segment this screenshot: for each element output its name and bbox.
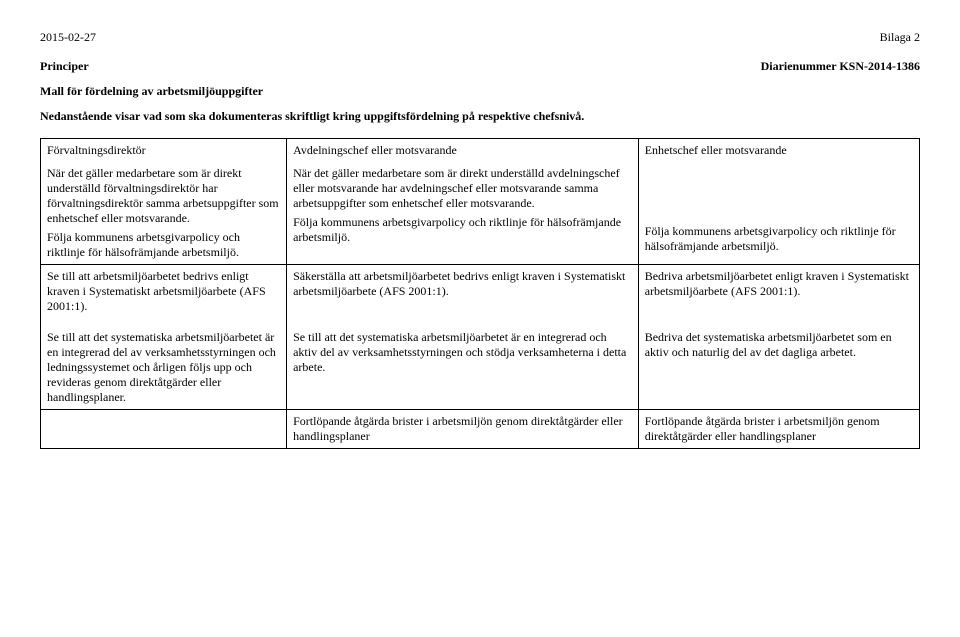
table-row: Se till att det systematiska arbetsmiljö… [41,318,920,410]
cell: Se till att det systematiska arbetsmiljö… [287,318,639,410]
cell: Säkerställa att arbetsmiljöarbetet bedri… [287,265,639,319]
page-heading: Principer [40,59,89,74]
date-text: 2015-02-27 [40,30,96,45]
table-row: När det gäller medarbetare som är direkt… [41,162,920,265]
spacer [645,322,913,330]
cell-text: När det gäller medarbetare som är direkt… [293,166,632,211]
col-header-1: Förvaltningsdirektör [41,139,287,163]
cell-text: Bedriva det systematiska arbetsmiljöarbe… [645,330,913,360]
table-row: Fortlöpande åtgärda brister i arbetsmilj… [41,410,920,449]
cell: När det gäller medarbetare som är direkt… [41,162,287,265]
cell: Bedriva det systematiska arbetsmiljöarbe… [638,318,919,410]
spacer [293,322,632,330]
responsibility-table: Förvaltningsdirektör Avdelningschef elle… [40,138,920,449]
cell-text: När det gäller medarbetare som är direkt… [47,166,280,226]
subtitle: Mall för fördelning av arbetsmiljöuppgif… [40,84,920,99]
cell-text: Följa kommunens arbetsgivarpolicy och ri… [293,215,632,245]
cell-text: Se till att det systematiska arbetsmiljö… [293,330,632,375]
cell: Se till att arbetsmiljöarbetet bedrivs e… [41,265,287,319]
spacer [645,166,913,224]
spacer [47,322,280,330]
table-row: Förvaltningsdirektör Avdelningschef elle… [41,139,920,163]
cell-text: Se till att det systematiska arbetsmiljö… [47,330,280,405]
cell-text: Följa kommunens arbetsgivarpolicy och ri… [47,230,280,260]
cell: Bedriva arbetsmiljöarbetet enligt kraven… [638,265,919,319]
cell: När det gäller medarbetare som är direkt… [287,162,639,265]
col-header-2: Avdelningschef eller motsvarande [287,139,639,163]
table-row: Se till att arbetsmiljöarbetet bedrivs e… [41,265,920,319]
cell: Följa kommunens arbetsgivarpolicy och ri… [638,162,919,265]
cell-text: Följa kommunens arbetsgivarpolicy och ri… [645,224,913,254]
cell: Fortlöpande åtgärda brister i arbetsmilj… [638,410,919,449]
diarie-number: Diarienummer KSN-2014-1386 [761,59,920,74]
col-header-3: Enhetschef eller motsvarande [638,139,919,163]
cell: Fortlöpande åtgärda brister i arbetsmilj… [287,410,639,449]
cell [41,410,287,449]
cell: Se till att det systematiska arbetsmiljö… [41,318,287,410]
attachment-text: Bilaga 2 [880,30,920,45]
intro-text: Nedanstående visar vad som ska dokumente… [40,109,920,124]
